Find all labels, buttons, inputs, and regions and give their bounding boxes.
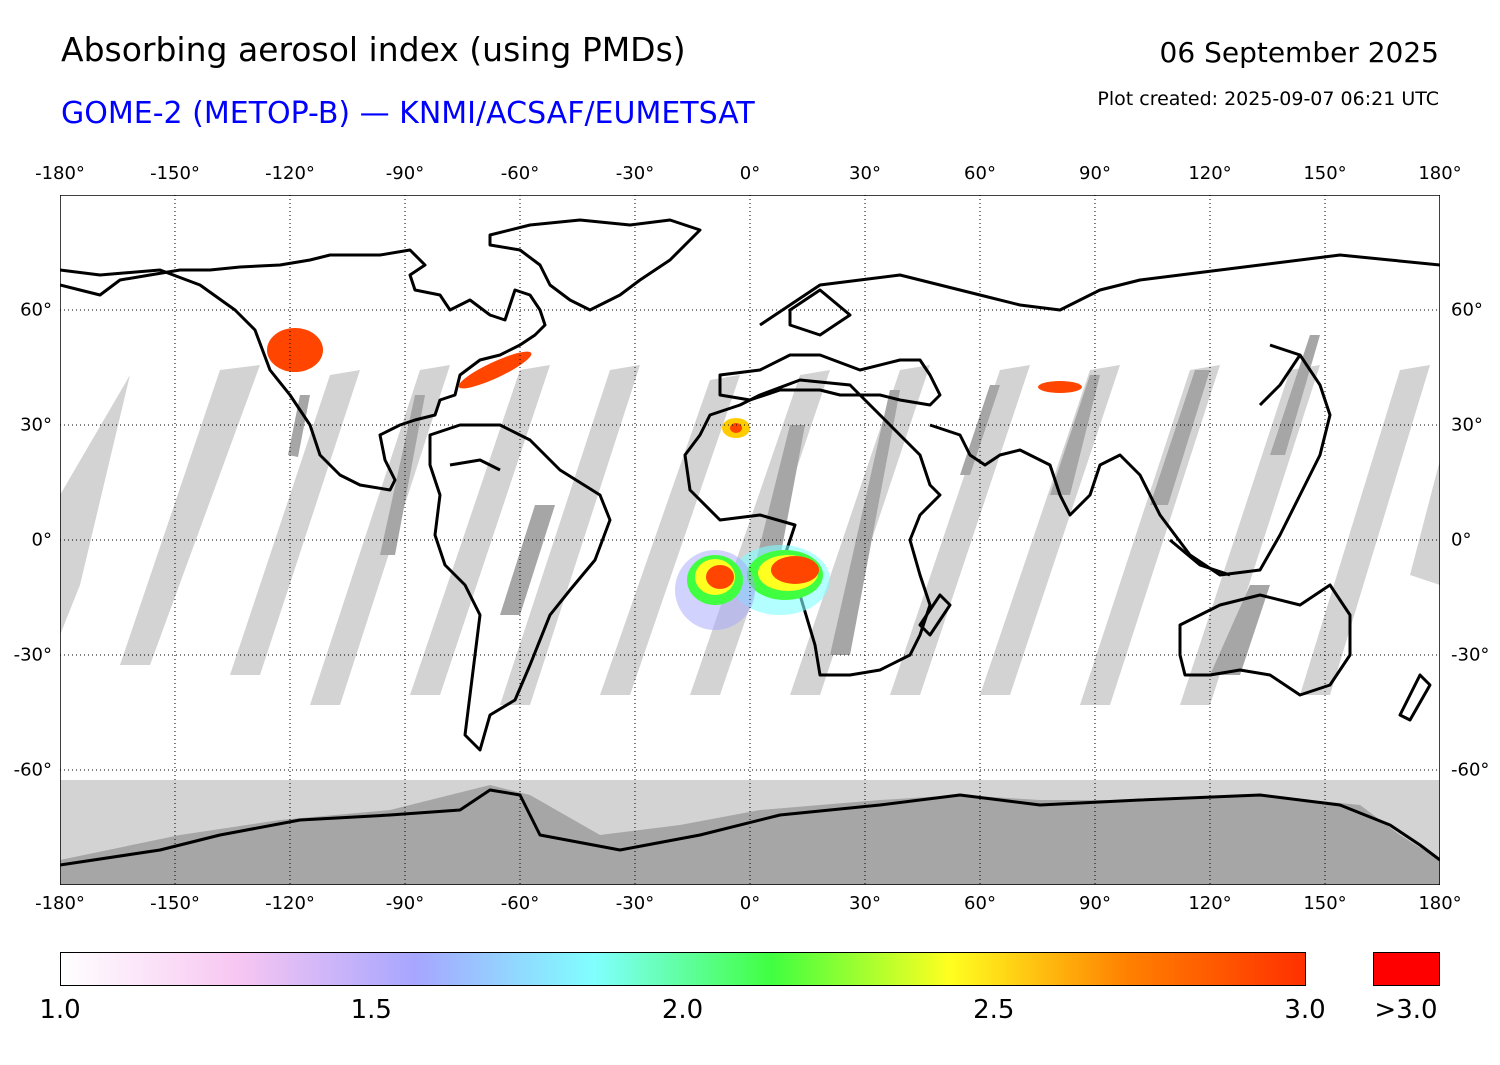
lon-label: -60° <box>500 163 540 184</box>
lat-label: -30° <box>13 644 52 666</box>
lon-label: -150° <box>150 163 200 184</box>
lon-label: 60° <box>964 893 996 914</box>
coastlines <box>60 218 1440 867</box>
lon-label: 180° <box>1418 893 1462 914</box>
plot-subtitle: GOME-2 (METOP-B) — KNMI/ACSAF/EUMETSAT <box>61 96 755 131</box>
plot-created: Plot created: 2025-09-07 06:21 UTC <box>1097 88 1439 110</box>
lon-label: 120° <box>1188 163 1232 184</box>
lon-label: 120° <box>1188 893 1232 914</box>
plume-north-india <box>1038 381 1082 393</box>
plume-central-africa <box>730 545 830 615</box>
graticule <box>60 195 1440 885</box>
lon-label: -120° <box>265 163 315 184</box>
lat-label: 60° <box>1451 299 1483 321</box>
lat-label: -60° <box>1451 759 1490 781</box>
lon-label: -90° <box>385 163 425 184</box>
lat-label: -60° <box>13 759 52 781</box>
lon-label: -120° <box>265 893 315 914</box>
lon-label: -30° <box>615 163 655 184</box>
lon-label: 90° <box>1079 163 1111 184</box>
lon-label: -90° <box>385 893 425 914</box>
lon-label: 0° <box>739 893 761 914</box>
lat-label: 30° <box>20 414 52 436</box>
lon-label: 60° <box>964 163 996 184</box>
colorbar-tick-label: 1.5 <box>350 995 392 1025</box>
lon-label: -150° <box>150 893 200 914</box>
lat-label: 60° <box>20 299 52 321</box>
lon-label: 180° <box>1418 163 1462 184</box>
colorbar-gradient <box>60 952 1306 986</box>
lat-label: 30° <box>1451 414 1483 436</box>
world-map <box>60 195 1440 885</box>
lon-label: -180° <box>35 893 85 914</box>
lon-label: 150° <box>1303 163 1347 184</box>
lon-label: 30° <box>849 893 881 914</box>
lon-label: 0° <box>739 163 761 184</box>
lon-label: 150° <box>1303 893 1347 914</box>
colorbar-overflow-label: >3.0 <box>1374 995 1438 1025</box>
colorbar-tick-label: 2.0 <box>661 995 704 1025</box>
plot-date: 06 September 2025 <box>1159 36 1439 69</box>
lat-label: 0° <box>1451 529 1472 551</box>
plume-south-atlantic <box>675 550 755 630</box>
colorbar <box>60 952 1440 986</box>
plume-west-africa <box>722 418 750 438</box>
lon-label: -60° <box>500 893 540 914</box>
lat-label: -30° <box>1451 644 1490 666</box>
lon-label: 30° <box>849 163 881 184</box>
aerosol-plumes <box>267 328 1082 630</box>
plume-eastern-north-america <box>458 351 532 389</box>
lon-label: -30° <box>615 893 655 914</box>
lon-label: 90° <box>1079 893 1111 914</box>
lat-label: 0° <box>31 529 52 551</box>
colorbar-tick-label: 1.0 <box>39 995 81 1025</box>
lon-label: -180° <box>35 163 85 184</box>
colorbar-tick-label: 3.0 <box>1284 995 1326 1025</box>
plume-western-canada <box>267 328 323 372</box>
colorbar-overflow <box>1373 952 1440 986</box>
plot-title: Absorbing aerosol index (using PMDs) <box>61 30 686 69</box>
colorbar-tick-label: 2.5 <box>973 995 1015 1025</box>
